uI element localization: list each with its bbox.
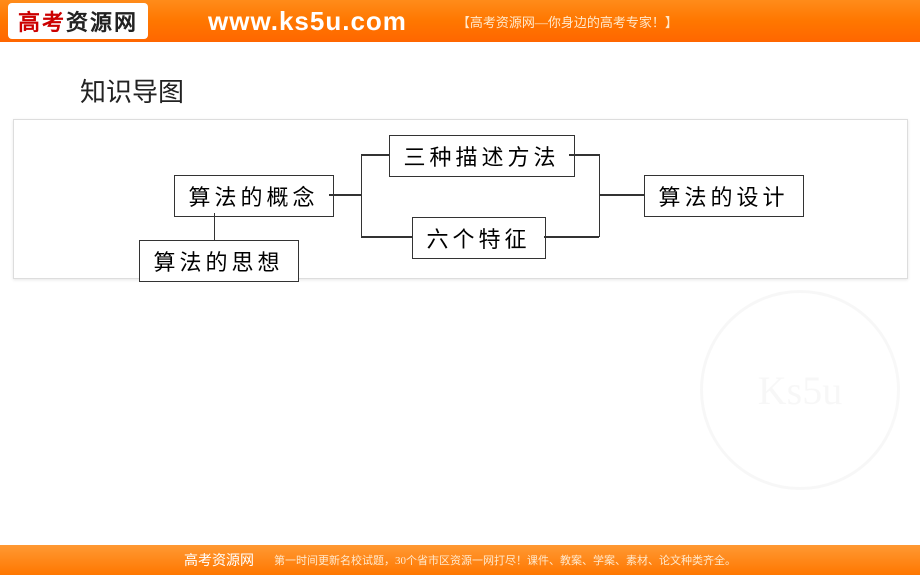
edge	[599, 154, 601, 237]
logo-red-text: 高考	[18, 10, 66, 35]
edge	[569, 154, 599, 156]
node-idea: 算法的思想	[139, 240, 299, 282]
edge	[214, 213, 216, 240]
site-logo: 高考资源网	[8, 3, 148, 39]
bottom-banner: 高考资源网 第一时间更新名校试题，30个省市区资源一网打尽！课件、教案、学案、素…	[0, 545, 920, 575]
edge	[361, 154, 389, 156]
edge	[599, 194, 644, 196]
section-title: 知识导图	[80, 72, 920, 109]
node-methods: 三种描述方法	[389, 135, 575, 177]
knowledge-diagram: 算法的概念 算法的思想 三种描述方法 六个特征 算法的设计	[13, 119, 908, 279]
watermark-text: Ks5u	[758, 367, 842, 414]
edge	[329, 194, 361, 196]
edge	[361, 236, 412, 238]
watermark: Ks5u	[700, 290, 900, 490]
footer-logo: 高考资源网	[184, 550, 254, 570]
node-features: 六个特征	[412, 217, 546, 259]
edge	[544, 236, 599, 238]
logo-black-text: 资源网	[66, 10, 138, 35]
site-tagline: 【高考资源网—你身边的高考专家！】	[457, 12, 678, 31]
footer-text: 第一时间更新名校试题，30个省市区资源一网打尽！课件、教案、学案、素材、论文种类…	[274, 552, 736, 568]
node-design: 算法的设计	[644, 175, 804, 217]
content-area: 知识导图 算法的概念 算法的思想 三种描述方法 六个特征 算法的设计	[0, 42, 920, 279]
node-concept: 算法的概念	[174, 175, 334, 217]
top-banner: 高考资源网 www.ks5u.com 【高考资源网—你身边的高考专家！】	[0, 0, 920, 42]
edge	[361, 154, 363, 236]
site-url: www.ks5u.com	[208, 6, 407, 37]
